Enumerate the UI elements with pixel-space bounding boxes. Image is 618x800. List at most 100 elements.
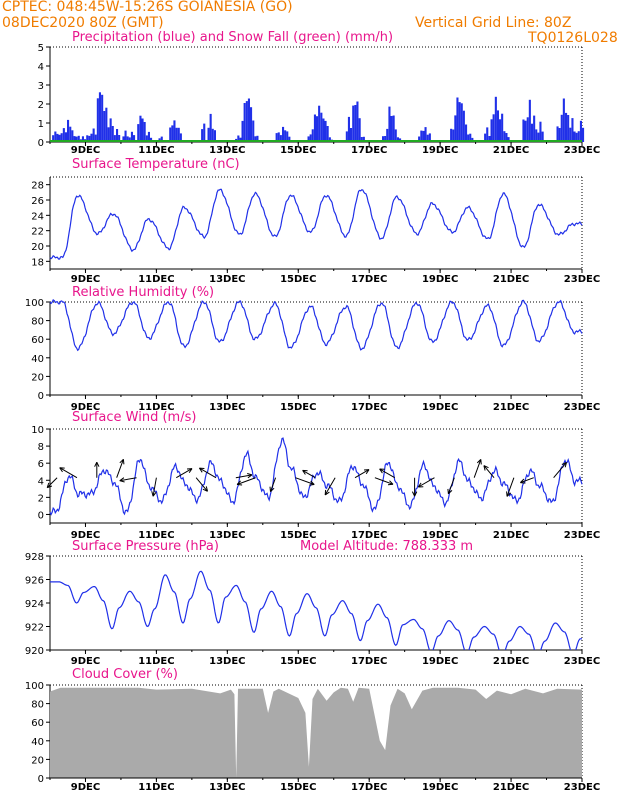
y-tick-label: 924 (25, 599, 44, 610)
x-tick-label: 19DEC (422, 530, 458, 541)
wind-arrow (59, 467, 78, 479)
x-tick-label: 21DEC (493, 402, 529, 413)
wind-arrow-head (476, 459, 482, 464)
precip-bar (96, 98, 99, 142)
precip-bar (318, 105, 321, 142)
wind-arrow-head (411, 491, 416, 497)
temperature-line (49, 188, 583, 260)
precip-bar (250, 107, 253, 142)
precip-bar (71, 130, 74, 142)
precip-bar (60, 133, 63, 142)
precip-bar (358, 118, 361, 142)
x-tick-label: 9DEC (71, 402, 100, 413)
precip-bar (86, 135, 89, 142)
wind-arrow-head (46, 482, 50, 488)
precip-bar (286, 131, 289, 142)
precip-bar (573, 131, 576, 142)
precip-bar (92, 128, 95, 142)
precip-bar (98, 92, 101, 142)
header-run-id: TQ0126L028 (528, 30, 618, 46)
y-tick-label: 928 (25, 552, 44, 563)
precip-bar (458, 102, 461, 142)
precip-bar (207, 127, 210, 142)
precip-bar (535, 129, 538, 142)
x-tick-label: 13DEC (209, 530, 245, 541)
precip-bar (420, 130, 423, 142)
precip-bar (116, 129, 119, 142)
precip-bar (422, 130, 425, 142)
precip-bar (505, 133, 508, 142)
wind-arrow (379, 468, 395, 479)
precip-bar (450, 128, 453, 142)
wind-arrow-head (520, 482, 526, 484)
precip-bar (565, 112, 568, 142)
precip-bar (352, 105, 355, 142)
wind-arrow-head (188, 468, 193, 473)
wind-arrow (116, 459, 124, 478)
wind-arrow (152, 477, 157, 497)
precip-bar (88, 135, 91, 142)
precip-bar (58, 134, 61, 142)
x-tick-label: 15DEC (280, 274, 316, 285)
wind-arrow-head (506, 492, 512, 497)
precip-bar (503, 131, 506, 142)
wind-arrow-head (237, 484, 243, 486)
panel-title: Surface Temperature (nC) (72, 157, 240, 172)
precip-bar (537, 132, 540, 142)
precip-bar (488, 136, 491, 142)
wind-arrow-head (119, 480, 125, 483)
precip-bar (484, 133, 487, 142)
precip-bar (109, 118, 112, 142)
precip-bar (460, 103, 463, 142)
precip-bar (558, 128, 561, 142)
x-tick-label: 9DEC (71, 530, 100, 541)
precip-bar (394, 129, 397, 142)
x-tick-label: 23DEC (564, 402, 600, 413)
precip-bar (462, 110, 465, 142)
precip-bar (52, 135, 55, 142)
precip-bar (67, 119, 70, 142)
wind-arrow (119, 477, 137, 482)
y-tick-label: 926 (25, 576, 44, 587)
wind-arrow (302, 469, 316, 479)
y-tick-label: 8 (38, 442, 44, 453)
precip-bar (160, 136, 163, 142)
precip-bar (171, 125, 174, 142)
wind-arrow-head (59, 467, 63, 473)
x-tick-label: 17DEC (351, 656, 387, 667)
header-grid-line: Vertical Grid Line: 80Z (415, 15, 572, 31)
precip-bar (533, 115, 536, 142)
precip-bar (571, 118, 574, 142)
precip-bar (111, 126, 114, 142)
x-tick-label: 9DEC (71, 782, 100, 793)
precip-bar (486, 127, 489, 142)
x-tick-label: 9DEC (71, 274, 100, 285)
panel-title: Surface Pressure (hPa) (72, 539, 219, 554)
precip-bar (256, 135, 259, 142)
precip-bar (386, 128, 389, 142)
wind-arrow-head (119, 477, 125, 482)
wind-arrow (235, 474, 253, 479)
panel-title: Precipitation (blue) and Snow Fall (gree… (72, 30, 393, 45)
wind-arrow-head (389, 480, 394, 485)
precip-bar (562, 98, 565, 142)
precip-bar (347, 116, 350, 142)
y-tick-label: 40 (31, 737, 44, 748)
x-tick-label: 19DEC (422, 656, 458, 667)
precip-bar (501, 113, 504, 142)
precip-bar (524, 120, 527, 142)
x-tick-label: 9DEC (71, 145, 100, 156)
panel-title: Relative Humidity (%) (72, 285, 214, 300)
precip-bar (126, 136, 129, 142)
precip-bar (492, 114, 495, 142)
x-tick-label: 13DEC (209, 274, 245, 285)
precip-bar (322, 118, 325, 142)
precip-bar (243, 103, 246, 142)
wind-arrow-head (564, 462, 567, 468)
panel-title: Cloud Cover (%) (72, 667, 178, 682)
precip-bar (530, 123, 533, 142)
precip-bar (388, 106, 391, 142)
x-tick-label: 13DEC (209, 145, 245, 156)
precip-bar (101, 94, 104, 142)
